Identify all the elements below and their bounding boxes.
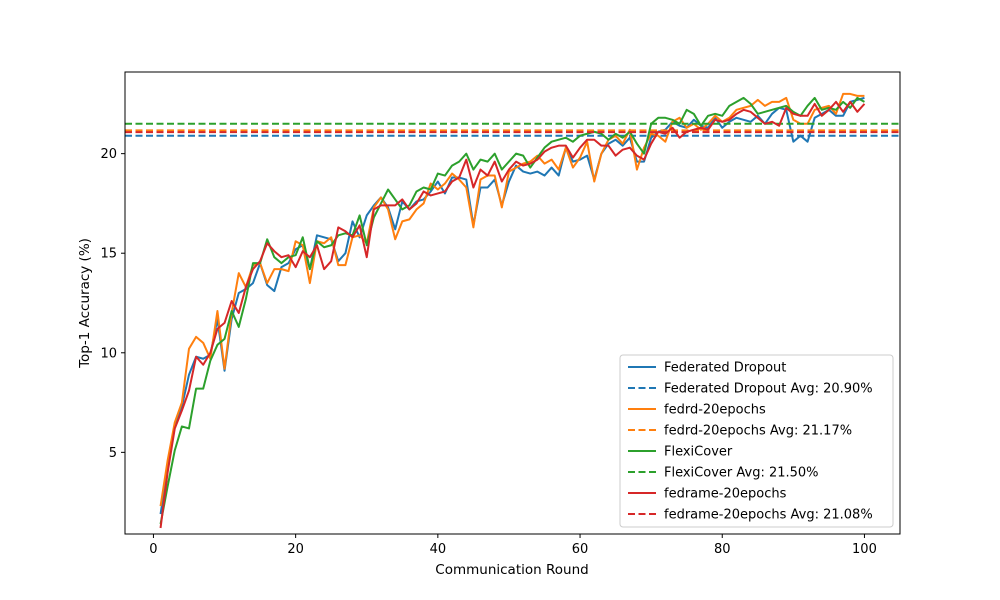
series-line-fedrame-20epochs [159,100,866,529]
legend-label: Federated Dropout Avg: 20.90% [664,382,873,397]
series-line-fedrd-20epochs [159,92,865,507]
x-tick-label: 0 [149,542,157,557]
legend-item: fedrame-20epochs [628,487,787,502]
legend-label: FlexiCover [664,445,733,460]
x-axis-title: Communication Round [435,562,588,578]
x-tick-label: 20 [287,542,304,557]
legend-item: fedrame-20epochs Avg: 21.08% [628,508,873,523]
legend-item: FlexiCover Avg: 21.50% [628,466,819,481]
legend-label: Federated Dropout [664,361,786,376]
x-tick-label: 100 [852,542,877,557]
series-layer [125,92,900,529]
y-axis-title: Top-1 Accuracy (%) [77,238,93,369]
x-axis: 0 20 40 60 80 100 [149,534,877,557]
legend-label: fedrame-20epochs [664,487,787,502]
y-tick-label: 10 [100,346,117,361]
x-tick-label: 40 [430,542,447,557]
series-line-federated-dropout [159,96,865,515]
x-tick-label: 60 [572,542,589,557]
legend-box [619,354,894,528]
x-tick-label: 80 [714,542,731,557]
legend-item: FlexiCover [628,445,733,460]
legend-item: fedrd-20epochs Avg: 21.17% [628,424,852,439]
legend-label: fedrd-20epochs [664,403,766,418]
y-tick-label: 20 [100,147,117,162]
plot-area-frame [124,71,901,535]
y-tick-label: 5 [109,446,117,461]
legend-label: FlexiCover Avg: 21.50% [664,466,819,481]
y-axis: 5 10 15 20 [100,147,125,461]
legend-item: Federated Dropout Avg: 20.90% [628,382,873,397]
legend-item: Federated Dropout [628,361,786,376]
series-line-flexicover [159,96,865,525]
legend-label: fedrd-20epochs Avg: 21.17% [664,424,852,439]
legend: Federated Dropout Federated Dropout Avg: … [619,354,894,528]
legend-item: fedrd-20epochs [628,403,766,418]
y-tick-label: 15 [100,247,117,262]
legend-label: fedrame-20epochs Avg: 21.08% [664,508,873,523]
